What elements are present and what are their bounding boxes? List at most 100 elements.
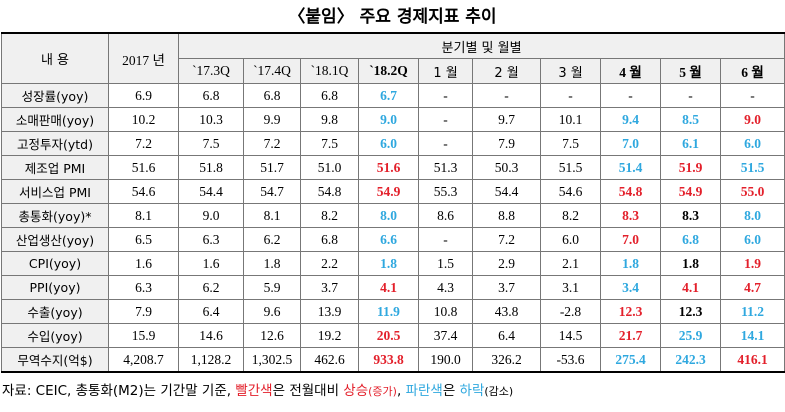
table-row: 서비스업 PMI 54.6 54.4 54.7 54.8 54.9 55.3 54.4 54.6…	[1, 179, 785, 204]
table-cell: 6.1	[660, 131, 721, 156]
table-cell: 54.8	[600, 179, 661, 204]
table-cell: 8.0	[358, 203, 419, 228]
table-cell: 190.0	[418, 347, 473, 373]
table-cell: 8.5	[660, 107, 721, 132]
header-cell: 5 월	[660, 58, 721, 84]
table-cell: 51.7	[243, 155, 301, 180]
footnote-part: 은 전월대비	[272, 383, 344, 399]
header-cell: 6 월	[719, 58, 785, 84]
table-cell: 6.8	[243, 83, 301, 108]
table-cell: 54.7	[243, 179, 301, 204]
table-cell: 11.2	[719, 299, 785, 324]
table-cell: 51.9	[660, 155, 721, 180]
row-label: 수출(yoy)	[1, 299, 109, 324]
footnote-part: 상승	[343, 383, 369, 399]
table-cell: 8.3	[600, 203, 661, 228]
table-cell: 3.7	[300, 275, 359, 300]
table-cell: 14.6	[178, 323, 244, 348]
table-cell: 37.4	[418, 323, 473, 348]
table-cell: 6.0	[540, 227, 601, 252]
header-cell: `17.3Q	[178, 58, 244, 84]
table-cell: 51.3	[418, 155, 473, 180]
table-cell: 3.1	[540, 275, 601, 300]
row-label: 무역수지(억$)	[1, 347, 109, 373]
table-cell: 14.5	[540, 323, 601, 348]
table-cell: 19.2	[300, 323, 359, 348]
table-cell: 54.6	[108, 179, 179, 204]
table-cell: 51.5	[540, 155, 601, 180]
footnote-part: 은	[442, 383, 460, 399]
header-cell: 3 월	[540, 58, 601, 84]
header-cell: `17.4Q	[243, 58, 301, 84]
table-cell: 9.7	[472, 107, 541, 132]
table-cell: -	[418, 107, 473, 132]
table-cell: 51.8	[178, 155, 244, 180]
table-cell: 51.6	[108, 155, 179, 180]
table-cell: 54.8	[300, 179, 359, 204]
table-cell: 326.2	[472, 347, 541, 373]
table-cell: 1.8	[600, 251, 661, 276]
table-cell: 1,128.2	[178, 347, 244, 373]
table-cell: 2.9	[472, 251, 541, 276]
table-cell: 6.8	[660, 227, 721, 252]
table-cell: 21.7	[600, 323, 661, 348]
table-cell: 6.0	[358, 131, 419, 156]
table-cell: 12.3	[660, 299, 721, 324]
table-cell: 1.8	[358, 251, 419, 276]
table-cell: 6.8	[178, 83, 244, 108]
header-cell: 1 월	[418, 58, 473, 84]
table-row: PPI(yoy) 6.3 6.2 5.9 3.7 4.1 4.3 3.7 3.1 3.4 4.1 4.…	[1, 275, 785, 300]
table-cell: 9.4	[600, 107, 661, 132]
table-cell: 43.8	[472, 299, 541, 324]
table-cell: 50.3	[472, 155, 541, 180]
footnote-part: 자료: CEIC, 총통화(M2)는 기간말 기준,	[2, 383, 236, 399]
table-cell: 1,302.5	[243, 347, 301, 373]
table-cell: 15.9	[108, 323, 179, 348]
table-cell: 20.5	[358, 323, 419, 348]
indicator-table: 내 용 2017 년 분기별 및 월별 `17.3Q `17.4Q `18.1Q `18.…	[1, 32, 785, 373]
table-cell: 4.1	[358, 275, 419, 300]
table-cell: 4.1	[660, 275, 721, 300]
table-row: 제조업 PMI 51.6 51.8 51.7 51.0 51.6 51.3 50.3 51.5 5…	[1, 155, 785, 180]
table-cell: 8.0	[719, 203, 785, 228]
header-cell: `18.2Q	[358, 58, 419, 84]
header-cell: `18.1Q	[300, 58, 359, 84]
table-cell: 4,208.7	[108, 347, 179, 373]
table-cell: -	[418, 83, 473, 108]
table-row: 총통화(yoy)* 8.1 9.0 8.1 8.2 8.0 8.6 8.8 8.2 8.3 8.3 8…	[1, 203, 785, 228]
row-label: 산업생산(yoy)	[1, 227, 109, 252]
footnote-part: (감소)	[484, 385, 514, 398]
table-cell: -	[600, 83, 661, 108]
table-cell: 6.0	[719, 131, 785, 156]
row-label: 총통화(yoy)*	[1, 203, 109, 228]
table-cell: 9.8	[300, 107, 359, 132]
row-label: 소매판매(yoy)	[1, 107, 109, 132]
table-cell: 54.9	[660, 179, 721, 204]
table-cell: 9.9	[243, 107, 301, 132]
table-cell: 25.9	[660, 323, 721, 348]
header-cell: 2 월	[472, 58, 541, 84]
table-cell: 54.4	[472, 179, 541, 204]
table-cell: -	[540, 83, 601, 108]
table-cell: 6.4	[178, 299, 244, 324]
table-cell: 242.3	[660, 347, 721, 373]
table-cell: 7.9	[472, 131, 541, 156]
table-cell: 8.6	[418, 203, 473, 228]
table-cell: 4.3	[418, 275, 473, 300]
header-cell: 4 월	[600, 58, 661, 84]
table-cell: 6.8	[300, 83, 359, 108]
table-cell: 51.4	[600, 155, 661, 180]
table-cell: 5.9	[243, 275, 301, 300]
table-cell: 7.5	[178, 131, 244, 156]
table-cell: 1.6	[178, 251, 244, 276]
table-row: 수출(yoy) 7.9 6.4 9.6 13.9 11.9 10.8 43.8 -2.8 12.3…	[1, 299, 785, 324]
table-cell: 55.0	[719, 179, 785, 204]
table-row: 무역수지(억$) 4,208.7 1,128.2 1,302.5 462.6 933.8 1…	[1, 347, 785, 373]
table-cell: 6.0	[719, 227, 785, 252]
table-cell: 275.4	[600, 347, 661, 373]
table-cell: 1.8	[660, 251, 721, 276]
table-cell: 7.5	[540, 131, 601, 156]
table-cell: 6.6	[358, 227, 419, 252]
table-cell: 54.4	[178, 179, 244, 204]
